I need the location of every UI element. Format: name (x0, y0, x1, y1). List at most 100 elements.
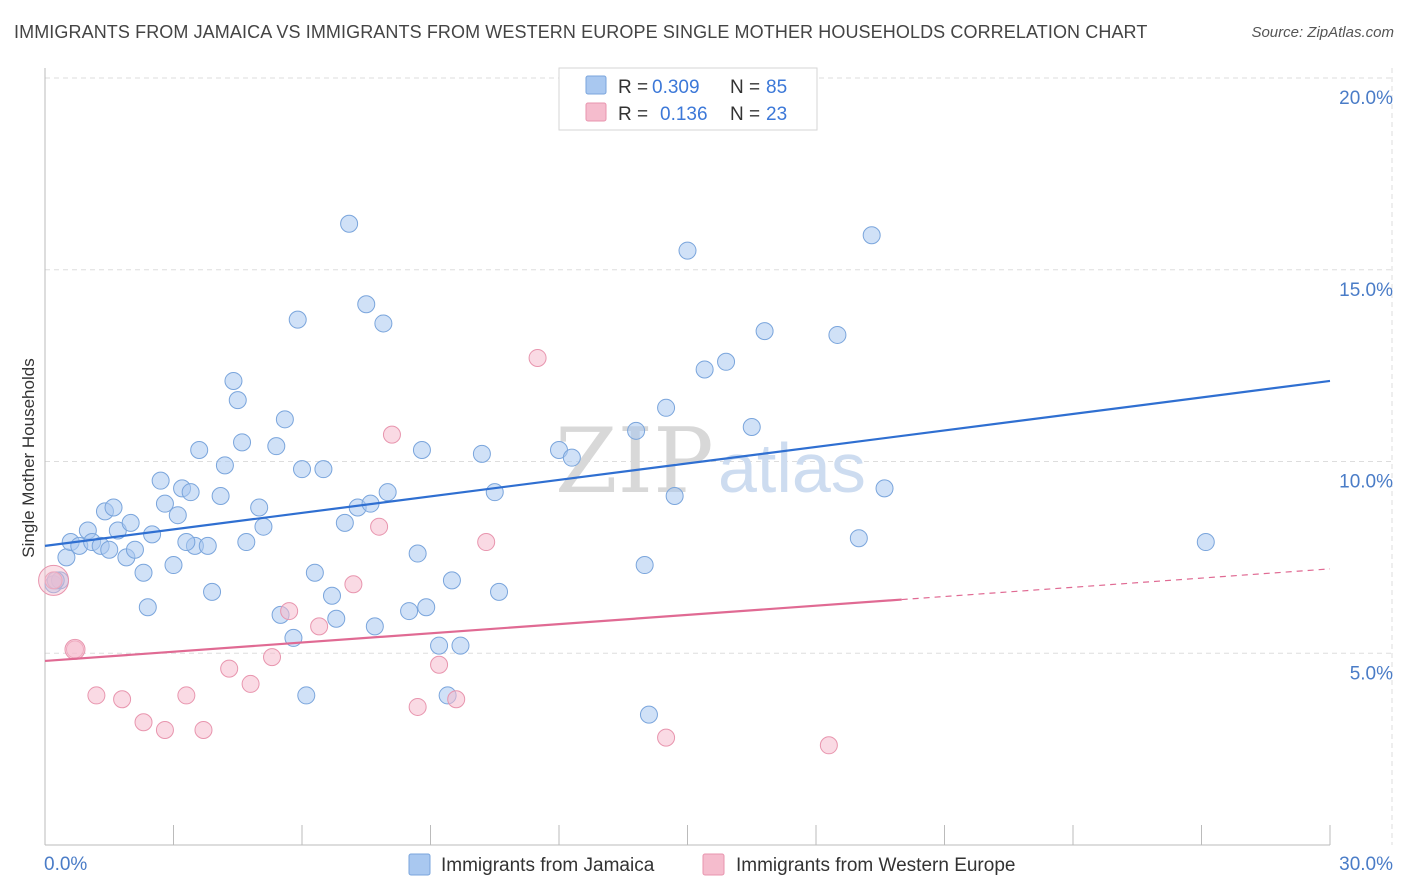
data-point-jamaica (314, 460, 333, 479)
data-point-jamaica (121, 513, 140, 532)
y-tick-label-0: 5.0% (1350, 663, 1393, 684)
bottom-legend-label-jamaica: Immigrants from Jamaica (441, 855, 655, 876)
data-point-jamaica (442, 571, 461, 590)
data-point-jamaica (1196, 533, 1215, 552)
data-point-jamaica (327, 609, 346, 628)
data-point-jamaica (400, 602, 419, 621)
data-point-jamaica (828, 325, 847, 344)
legend-n-value-2: 23 (766, 104, 787, 125)
data-point-western-europe (382, 425, 401, 444)
data-point-western-europe (280, 602, 299, 621)
data-point-jamaica (215, 456, 234, 475)
data-point-jamaica (254, 517, 273, 536)
data-point-jamaica (224, 371, 243, 390)
y-tick-label-2: 15.0% (1339, 280, 1393, 301)
data-point-jamaica (357, 295, 376, 314)
legend-r-value-1: 0.309 (652, 77, 700, 98)
y-tick-label-1: 10.0% (1339, 472, 1393, 493)
data-point-western-europe (155, 720, 174, 739)
legend-swatch-pink (585, 102, 607, 122)
data-point-jamaica (562, 448, 581, 467)
x-tick-label-1: 30.0% (1339, 854, 1393, 875)
x-tick-labels: 0.0% 30.0% (44, 854, 1393, 875)
data-point-jamaica (490, 582, 509, 601)
data-point-western-europe (113, 690, 132, 709)
y-axis-label: Single Mother Households (19, 358, 38, 557)
legend-box: R = 0.309 N = 85 R = 0.136 N = 23 (558, 67, 818, 131)
data-point-jamaica (340, 214, 359, 233)
legend-swatch-blue (585, 75, 607, 95)
legend-r-value-2: 0.136 (660, 104, 708, 125)
trend-line-western-europe (44, 598, 902, 663)
data-point-jamaica (412, 440, 431, 459)
chart-title: IMMIGRANTS FROM JAMAICA VS IMMIGRANTS FR… (14, 22, 1148, 42)
data-point-jamaica (267, 437, 286, 456)
data-point-jamaica (635, 556, 654, 575)
data-point-jamaica (288, 310, 307, 329)
legend-r-label-1: R = (618, 77, 648, 98)
data-point-western-europe (87, 686, 106, 705)
data-point-jamaica (627, 421, 646, 440)
data-point-western-europe (241, 674, 260, 693)
data-point-jamaica (875, 479, 894, 498)
data-point-jamaica (155, 494, 174, 513)
data-point-jamaica (408, 544, 427, 563)
data-point-western-europe-large (38, 564, 70, 596)
data-point-western-europe (194, 720, 213, 739)
data-point-jamaica (335, 513, 354, 532)
data-point-jamaica (451, 636, 470, 655)
data-point-jamaica (365, 617, 384, 636)
data-point-jamaica (755, 322, 774, 341)
data-point-western-europe (220, 659, 239, 678)
data-point-jamaica (164, 556, 183, 575)
data-point-western-europe (177, 686, 196, 705)
data-point-jamaica (125, 540, 144, 559)
bottom-legend-swatch-pink (702, 853, 725, 876)
data-point-jamaica (639, 705, 658, 724)
data-point-western-europe (528, 348, 547, 367)
series-jamaica-points (44, 214, 1215, 724)
data-point-western-europe (263, 648, 282, 667)
data-point-jamaica (862, 226, 881, 245)
data-point-jamaica (717, 352, 736, 371)
y-tick-labels: 5.0% 10.0% 15.0% 20.0% (1339, 88, 1393, 684)
trend-line-western-europe-extension (901, 568, 1331, 601)
data-point-jamaica (678, 241, 697, 260)
legend-n-value-1: 85 (766, 77, 787, 98)
data-point-jamaica (305, 563, 324, 582)
data-point-jamaica (190, 440, 209, 459)
axes (44, 68, 1331, 846)
data-point-jamaica (228, 391, 247, 410)
data-point-jamaica (138, 598, 157, 617)
watermark-atlas: atlas (718, 429, 866, 507)
legend-r-label-2: R = (618, 104, 648, 125)
data-point-jamaica (430, 636, 449, 655)
data-point-western-europe (657, 728, 676, 747)
data-point-jamaica (250, 498, 269, 517)
data-point-jamaica (168, 506, 187, 525)
x-tick-label-0: 0.0% (44, 854, 87, 875)
data-point-jamaica (322, 586, 341, 605)
bottom-legend: Immigrants from Jamaica Immigrants from … (408, 853, 1015, 876)
data-point-jamaica (100, 540, 119, 559)
data-point-jamaica (237, 533, 256, 552)
data-point-western-europe (477, 533, 496, 552)
data-point-jamaica (417, 598, 436, 617)
data-point-western-europe (408, 697, 427, 716)
series-western-europe-points (38, 348, 838, 755)
data-point-jamaica (181, 483, 200, 502)
data-point-western-europe (344, 575, 363, 594)
data-point-jamaica (374, 314, 393, 333)
data-point-jamaica (297, 686, 316, 705)
data-point-western-europe-medium (64, 638, 86, 660)
data-point-western-europe (447, 690, 466, 709)
data-point-western-europe (44, 571, 63, 590)
data-point-jamaica (203, 582, 222, 601)
data-point-jamaica (472, 444, 491, 463)
data-point-jamaica (849, 529, 868, 548)
data-point-jamaica (378, 483, 397, 502)
source-label: Source: ZipAtlas.com (1251, 24, 1394, 41)
data-point-jamaica (657, 398, 676, 417)
data-point-jamaica (143, 525, 162, 544)
